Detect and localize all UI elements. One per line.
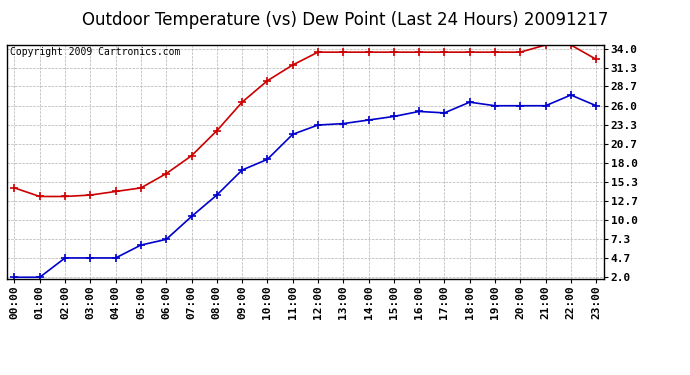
Text: Outdoor Temperature (vs) Dew Point (Last 24 Hours) 20091217: Outdoor Temperature (vs) Dew Point (Last… bbox=[82, 11, 608, 29]
Text: Copyright 2009 Cartronics.com: Copyright 2009 Cartronics.com bbox=[10, 47, 180, 57]
